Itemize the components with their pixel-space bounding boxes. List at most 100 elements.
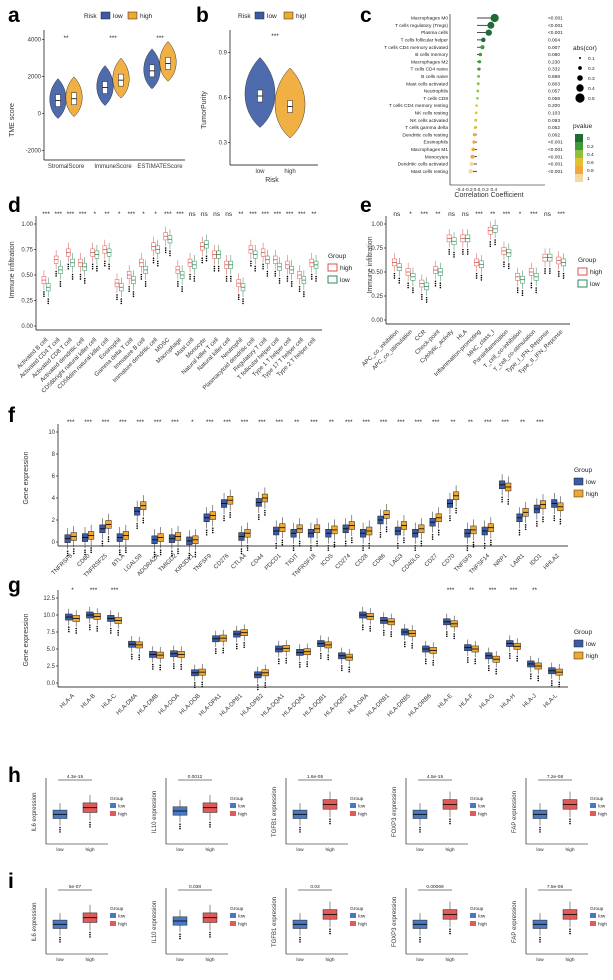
f-box-low-outlier [483,547,486,549]
g-category-label: HLA-C [101,693,118,710]
d-box-low-outlier [144,280,147,283]
c-dot [472,140,476,144]
e-box-low-outlier [398,277,401,280]
g-significance: *** [489,587,497,594]
i-box-low-outlier [419,941,421,943]
f-box-high-outlier [72,550,75,553]
d-box-high-outlier [164,249,167,252]
i-box-high-outlier [569,928,571,930]
e-significance: * [409,211,412,218]
d-box-high-outlier [43,295,45,298]
f-box-low-outlier [188,552,191,555]
i-legend-title: Group [590,906,604,912]
d-box-low-outlier [144,285,147,287]
h-box-high-outlier [329,820,331,823]
g-box-low-outlier [551,682,553,684]
f-box-high-outlier [211,529,214,532]
f-significance: *** [397,419,405,426]
f-ytick-label: 0 [52,540,56,546]
c-cell-label: NK cells activated [410,118,448,124]
f-category-label: CD80 [76,553,92,569]
d-box-low-outlier [266,272,269,275]
c-size-legend-label: 0.5 [588,96,595,102]
d-box-high-outlier [164,251,167,254]
panel-label-a: a [8,4,20,27]
g-box-low-outlier [467,661,469,663]
h-box-high-outlier [209,823,211,826]
e-box-high-outlier [421,296,423,298]
g-box-high-outlier [159,668,161,671]
f-box-high-outlier [455,511,457,514]
d-box-high-outlier [91,265,94,268]
h-box-low-outlier [419,831,421,833]
d-box-low-outlier [217,265,220,268]
g-box-high-outlier [306,663,308,665]
f-box-low-outlier [362,549,364,551]
panel-label-h: h [8,764,21,787]
f-box-low-outlier [414,544,417,547]
f-box-high-outlier [403,539,405,542]
e-significance: ** [490,211,496,218]
g-box-low-outlier [299,666,301,668]
d-box-high-outlier [201,257,204,260]
i-legend-swatch-low [230,913,236,918]
d-box-low-outlier [71,273,74,276]
d-box-high-outlier [104,260,106,263]
c-dot [476,97,479,100]
f-box-high-outlier [472,543,475,546]
legend-swatch-high-e [577,267,588,276]
i-box-low-outlier [299,938,301,941]
c-pvalue: 0.332 [548,67,560,73]
panel-label-g: g [8,574,21,597]
d-box-high-outlier [128,288,130,290]
d-box-high-outlier [116,298,118,301]
e-box-low-outlier [398,282,401,284]
c-cell-label: T cells gamma delta [405,125,448,131]
f-box-low-outlier [379,536,382,538]
f-box-high-outlier [403,537,405,539]
d-box-low-outlier [132,293,135,295]
g-box-high-outlier [390,631,392,633]
e-box-low-outlier [562,277,565,279]
f-box-high-outlier [490,541,492,544]
h-subplot-0: IL6 expression 4.3e-15 low high Group low high [32,774,127,853]
c-xtick-label: 0.0 [474,187,481,193]
e-box-high-outlier [503,263,505,266]
h-pvalue: 4.3e-15 [67,774,84,780]
a-ytick-label: -2000 [26,149,42,155]
e-box-low-outlier [453,253,455,256]
f-box-low-outlier [153,553,156,556]
f-box-high-outlier [107,536,110,538]
h-box-high-outlier [449,818,451,820]
f-ytick-label: 8 [52,452,56,458]
f-box-low-outlier [205,531,208,534]
e-box-low-outlier [535,291,537,294]
c-dot [487,21,495,29]
d-box-low-outlier [47,300,50,303]
c-pvalue: <0.001 [548,147,563,153]
d-box-low-outlier [242,300,244,303]
c-dot [485,29,492,36]
f-box-high-outlier [437,531,440,534]
g-box-low-outlier [467,659,469,661]
g-category-label: HLA-F [458,693,475,710]
c-cell-label: T cells CD4 memory resting [389,103,448,109]
plot-area-e: 1.000.750.500.250.00nsAPC_co_inhibition*… [361,211,570,378]
e-box-high-outlier [393,275,396,277]
g-box-low-outlier [383,632,385,634]
h-pvalue: 1.6e-05 [307,774,324,780]
i-subplot-2: TGFB1 expression 0.03 low high Group low high [272,884,367,963]
g-box-low-outlier [446,631,448,633]
f-box-low-outlier [223,515,225,517]
i-ylabel: FOXP3 expression [392,897,398,947]
e-box-low-outlier [425,296,428,299]
g-box-low-outlier [404,643,406,646]
h-xtick-low: low [296,847,304,853]
h-box-low-outlier [299,828,301,831]
panel-d: Immune infiltration 1.00 0.75 0.50 0.25 0.00… [9,211,353,394]
i-ylabel: IL10 expression [152,901,158,943]
f-box-high-outlier [281,543,284,546]
g-box-low-outlier [68,628,70,631]
e-ytick-label: 0.00 [371,318,383,324]
i-legend-high: high [598,922,607,928]
